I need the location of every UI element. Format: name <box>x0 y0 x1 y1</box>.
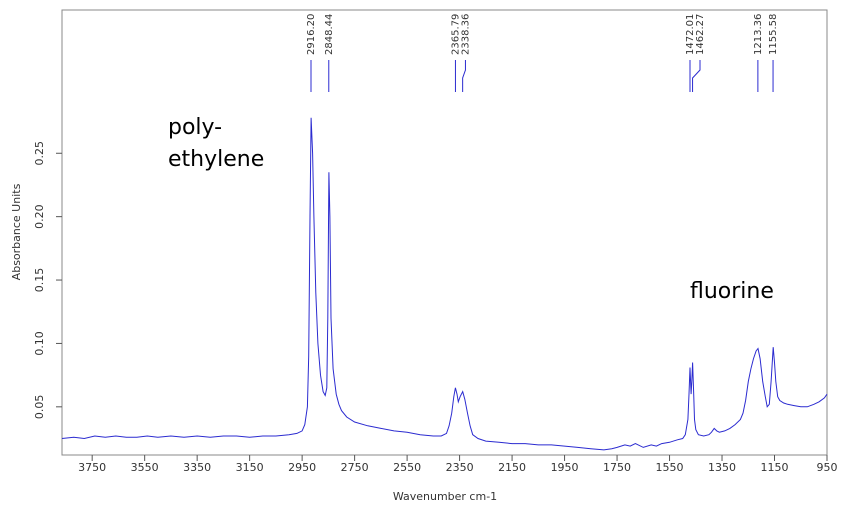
peak-label: 2916.20 <box>306 14 317 55</box>
y-tick-label: 0.20 <box>33 204 46 229</box>
peak-label: 2365.79 <box>450 14 461 55</box>
x-tick-label: 2750 <box>341 461 369 474</box>
x-tick-label: 950 <box>817 461 838 474</box>
annotation: poly- <box>168 115 222 140</box>
x-tick-label: 1150 <box>761 461 789 474</box>
peak-marker <box>462 60 466 92</box>
x-axis-label: Wavenumber cm-1 <box>393 490 497 503</box>
x-tick-label: 2550 <box>393 461 421 474</box>
spectrum-line <box>61 117 828 451</box>
peak-label: 2848.44 <box>324 14 335 55</box>
x-tick-label: 1550 <box>656 461 684 474</box>
y-tick-label: 0.15 <box>33 268 46 293</box>
y-tick-label: 0.05 <box>33 395 46 420</box>
peak-label: 1472.01 <box>685 14 696 55</box>
x-tick-label: 1350 <box>708 461 736 474</box>
y-tick-label: 0.10 <box>33 331 46 356</box>
x-tick-label: 3550 <box>131 461 159 474</box>
x-tick-label: 1750 <box>603 461 631 474</box>
peak-marker <box>692 60 701 92</box>
x-tick-label: 3350 <box>183 461 211 474</box>
peak-label: 1213.36 <box>753 14 764 55</box>
annotation: ethylene <box>168 147 264 172</box>
x-tick-label: 2150 <box>498 461 526 474</box>
x-tick-label: 3150 <box>236 461 264 474</box>
plot-frame <box>61 9 828 456</box>
x-tick-label: 3750 <box>78 461 106 474</box>
x-tick-label: 1950 <box>551 461 579 474</box>
x-tick-label: 2350 <box>446 461 474 474</box>
x-tick-label: 2950 <box>288 461 316 474</box>
y-tick-label: 0.25 <box>33 141 46 166</box>
annotation: fluorine <box>690 279 774 304</box>
peak-label: 1155.58 <box>768 14 779 55</box>
y-axis-label: Absorbance Units <box>10 183 23 280</box>
peak-label: 2338.36 <box>460 14 471 55</box>
peak-label: 1462.27 <box>695 14 706 55</box>
